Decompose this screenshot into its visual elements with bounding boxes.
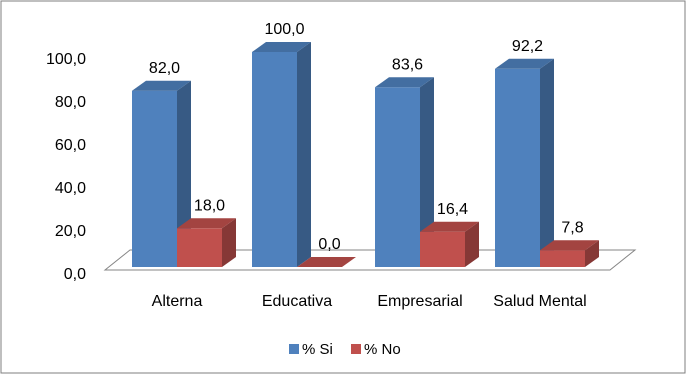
value-label: 92,2 [512,38,543,55]
bar-side [420,77,434,267]
x-tick-label: Empresarial [377,293,462,310]
y-tick-label: 20,0 [55,223,86,240]
bar-side [465,221,479,267]
x-tick-label: Salud Mental [493,293,586,310]
floor [103,249,637,271]
bar-side [222,218,236,267]
bar [540,250,585,267]
bar-side [297,42,311,267]
value-label: 82,0 [149,60,180,77]
bar-side [585,240,599,267]
legend-label: % No [364,341,401,358]
bar-top [540,240,599,251]
y-tick-label: 0,0 [64,266,86,283]
legend-swatch [289,344,299,354]
bar [495,68,540,268]
x-tick-label: Alterna [152,293,203,310]
value-label: 16,4 [437,201,468,218]
y-tick-label: 80,0 [55,94,86,111]
bar-top [495,58,554,69]
x-tick-label: Educativa [262,293,332,310]
bar [132,90,177,267]
bar [375,87,420,267]
value-label: 100,0 [264,21,304,38]
y-tick-label: 100,0 [46,51,86,68]
bar-side [177,80,191,267]
bar [252,52,297,267]
value-label: 18,0 [194,198,225,215]
bar-top [132,80,191,91]
bar-top [297,257,356,267]
y-tick-label: 60,0 [55,137,86,154]
bar [177,228,222,267]
legend-swatch [351,344,361,354]
bar-top [252,42,311,52]
value-label: 0,0 [318,236,340,253]
value-label: 83,6 [392,56,423,73]
y-tick-label: 40,0 [55,180,86,197]
value-label: 7,8 [561,219,583,236]
bar-top [375,77,434,88]
legend-label: % Si [302,341,333,358]
bar-side [540,58,554,267]
bar-top [177,218,236,229]
bar [420,231,465,267]
bar-top [420,221,479,232]
